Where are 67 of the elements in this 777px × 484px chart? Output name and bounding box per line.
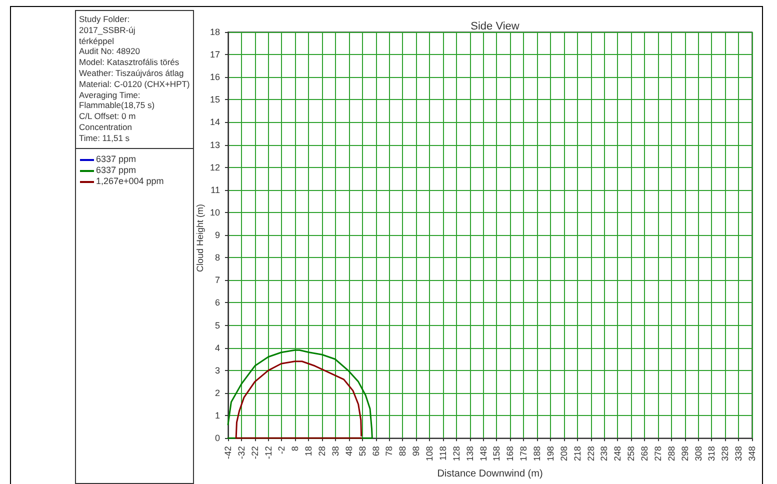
x-tick-label: 28 bbox=[317, 446, 328, 456]
x-tick-label: 88 bbox=[398, 446, 408, 456]
legend-label: 1,267e+004 ppm bbox=[96, 176, 164, 187]
x-tick-label: -42 bbox=[223, 446, 233, 460]
x-tick-label: 128 bbox=[451, 446, 462, 462]
y-tick-label: 10 bbox=[210, 207, 220, 218]
x-tick-label: 238 bbox=[599, 446, 610, 462]
x-tick-label: 228 bbox=[586, 446, 596, 462]
y-tick-label: 6 bbox=[214, 298, 220, 308]
x-tick-label: 328 bbox=[720, 446, 730, 462]
x-tick-label: -22 bbox=[250, 446, 260, 460]
y-tick-label: 16 bbox=[210, 72, 220, 82]
x-tick-label: 278 bbox=[652, 446, 663, 462]
y-tick-label: 7 bbox=[214, 275, 220, 286]
y-tick-label: 2 bbox=[214, 388, 220, 398]
x-tick-label: 48 bbox=[344, 446, 354, 456]
x-tick-label: 208 bbox=[558, 446, 569, 462]
y-tick-label: 4 bbox=[214, 342, 220, 353]
x-tick-label: 118 bbox=[438, 446, 448, 460]
x-tick-label: -12 bbox=[263, 446, 274, 460]
chart-title: Side View bbox=[470, 20, 520, 32]
x-tick-label: 318 bbox=[706, 446, 717, 462]
x-tick-label: 38 bbox=[330, 446, 340, 456]
y-tick-label: 17 bbox=[210, 50, 220, 60]
legend-label: 6337 ppm bbox=[96, 165, 136, 176]
y-tick-label: 13 bbox=[210, 140, 220, 150]
y-tick-label: 14 bbox=[210, 117, 220, 128]
y-tick-label: 5 bbox=[214, 320, 220, 330]
x-tick-label: 58 bbox=[357, 446, 368, 456]
y-tick-label: 0 bbox=[214, 433, 220, 444]
y-tick-label: 15 bbox=[210, 94, 220, 105]
x-tick-label: 288 bbox=[666, 446, 676, 462]
x-tick-label: 218 bbox=[572, 446, 582, 462]
x-tick-label: 188 bbox=[532, 446, 542, 462]
x-tick-label: 268 bbox=[640, 446, 650, 462]
y-tick-label: 11 bbox=[210, 184, 220, 195]
info-panel: Study Folder: 2017_SSBR-új térképpel Audit No: 48920 Model: Katasztrofális törés Weather: Tiszaújváros átlag Material: C-0120 (CHX+HPT) Averaging Time: Flammable(18,75 s) C/L Offset: 0 m Concentration Time: 11,51 s bbox=[75, 10, 194, 149]
y-tick-label: 8 bbox=[214, 252, 220, 263]
x-tick-label: 198 bbox=[545, 446, 556, 462]
y-axis-title: Cloud Height (m) bbox=[195, 204, 205, 272]
y-tick-label: 9 bbox=[214, 230, 220, 240]
legend-label: 6337 ppm bbox=[96, 154, 136, 165]
x-tick-label: 138 bbox=[464, 446, 475, 462]
x-tick-label: 158 bbox=[492, 446, 502, 462]
x-tick-label: 98 bbox=[411, 446, 422, 456]
y-tick-label: 1 bbox=[214, 410, 220, 421]
x-tick-label: 168 bbox=[505, 446, 516, 462]
y-tick-label: 3 bbox=[214, 365, 220, 376]
x-tick-label: 338 bbox=[734, 446, 744, 462]
line-series bbox=[235, 360, 362, 439]
x-tick-label: 148 bbox=[478, 446, 488, 462]
x-tick-label: 298 bbox=[680, 446, 690, 462]
x-tick-label: 248 bbox=[612, 446, 623, 462]
y-tick-label: 12 bbox=[210, 162, 220, 172]
x-tick-label: 178 bbox=[518, 446, 529, 462]
x-tick-label: 8 bbox=[290, 446, 300, 452]
y-tick-label: 18 bbox=[210, 27, 220, 37]
x-tick-label: 18 bbox=[304, 446, 314, 456]
x-axis-title: Distance Downwind (m) bbox=[437, 468, 543, 480]
x-tick-label: 258 bbox=[626, 446, 636, 462]
x-tick-label: 78 bbox=[384, 446, 394, 456]
x-tick-label: 108 bbox=[424, 446, 435, 462]
x-tick-label: 308 bbox=[693, 446, 704, 462]
x-tick-label: 348 bbox=[747, 446, 757, 462]
x-tick-label: -32 bbox=[236, 446, 246, 460]
x-tick-label: -2 bbox=[276, 446, 287, 454]
x-tick-label: 68 bbox=[370, 446, 381, 456]
